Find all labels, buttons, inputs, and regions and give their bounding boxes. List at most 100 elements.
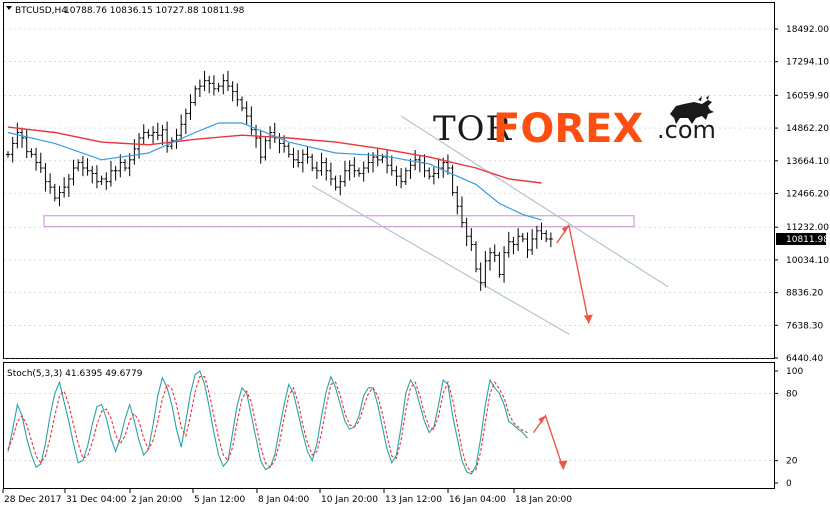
price-tick-label: 13664.10 bbox=[786, 157, 829, 167]
price-bar bbox=[399, 168, 404, 189]
price-bar bbox=[94, 165, 99, 189]
price-bar bbox=[488, 247, 493, 271]
price-bar bbox=[357, 167, 361, 177]
price-bar bbox=[492, 244, 497, 262]
price-bar bbox=[361, 161, 366, 182]
price-bar bbox=[108, 160, 113, 187]
price-bar bbox=[502, 246, 507, 283]
price-bar bbox=[263, 137, 268, 161]
price-bar bbox=[151, 125, 156, 144]
time-tick-label: 31 Dec 04:00 bbox=[66, 495, 127, 505]
price-bar bbox=[188, 94, 193, 120]
price-tick-label: 18492.00 bbox=[786, 25, 829, 35]
price-bar bbox=[464, 217, 469, 247]
price-bar bbox=[314, 161, 319, 179]
price-bar bbox=[183, 108, 188, 135]
price-bar bbox=[534, 225, 539, 249]
price-bar bbox=[211, 75, 216, 96]
symbol-label: BTCUSD,H4 bbox=[15, 6, 67, 16]
price-bar bbox=[375, 148, 380, 167]
price-bar bbox=[450, 164, 455, 196]
price-bar bbox=[338, 175, 343, 196]
price-bar bbox=[38, 152, 43, 173]
price-bar bbox=[202, 70, 207, 92]
price-bar bbox=[169, 137, 174, 150]
price-panel-frame bbox=[3, 2, 775, 359]
price-bar bbox=[123, 159, 127, 172]
stoch-tick-label: 0 bbox=[786, 479, 792, 489]
collapse-triangle-icon[interactable] bbox=[6, 6, 12, 10]
price-bar bbox=[548, 232, 553, 248]
price-tick-label: 10034.10 bbox=[786, 256, 829, 266]
price-tick-label: 8836.20 bbox=[786, 289, 823, 299]
price-grid bbox=[4, 28, 774, 359]
price-bar bbox=[207, 75, 212, 94]
price-bar bbox=[530, 229, 535, 255]
price-axis: 18492.00 17294.10 16059.90 14862.20 13664.10… bbox=[774, 25, 829, 364]
time-tick-label: 8 Jan 04:00 bbox=[258, 495, 310, 505]
price-bar bbox=[43, 163, 48, 192]
price-bar bbox=[249, 106, 254, 135]
stoch-panel-frame bbox=[3, 362, 775, 489]
price-bar bbox=[333, 175, 338, 191]
price-bar bbox=[394, 165, 399, 187]
price-bar bbox=[389, 155, 394, 176]
price-bar bbox=[165, 121, 170, 153]
price-bar bbox=[459, 196, 464, 228]
price-bar bbox=[408, 158, 413, 179]
price-bar bbox=[310, 153, 315, 172]
current-price-tag: 10811.98 bbox=[776, 232, 829, 245]
price-bar bbox=[291, 147, 296, 169]
time-tick-label: 13 Jan 12:00 bbox=[385, 495, 442, 505]
price-bar bbox=[520, 232, 525, 243]
stoch-main-line bbox=[7, 370, 528, 475]
forecast-arrowhead-up bbox=[561, 225, 569, 234]
price-bar bbox=[29, 148, 34, 158]
price-bar bbox=[66, 174, 71, 197]
time-tick-label: 16 Jan 04:00 bbox=[449, 495, 506, 505]
candles bbox=[6, 70, 553, 291]
price-bar bbox=[90, 165, 95, 184]
price-bar bbox=[431, 166, 436, 185]
price-bar bbox=[385, 150, 390, 174]
price-tick-label: 7638.30 bbox=[786, 321, 823, 331]
price-bar bbox=[80, 155, 85, 177]
price-bar bbox=[15, 122, 20, 149]
logo-text-com: .com bbox=[657, 116, 716, 144]
price-bar bbox=[62, 177, 67, 198]
price-bar bbox=[516, 228, 521, 251]
price-bar bbox=[216, 82, 221, 93]
price-bar bbox=[104, 172, 109, 190]
price-bar bbox=[511, 236, 516, 255]
price-bar bbox=[305, 146, 310, 164]
moving-averages bbox=[7, 122, 542, 221]
price-bar bbox=[57, 186, 62, 207]
time-tick-label: 10 Jan 20:00 bbox=[321, 495, 378, 505]
symbol-header: BTCUSD,H4 10788.76 10836.15 10727.88 108… bbox=[6, 6, 245, 16]
price-bar bbox=[352, 157, 357, 178]
price-bar bbox=[506, 231, 511, 258]
price-bar bbox=[244, 101, 249, 125]
price-bar bbox=[160, 124, 165, 146]
price-bar bbox=[455, 186, 460, 215]
price-bar bbox=[76, 159, 81, 172]
price-bar bbox=[127, 153, 132, 177]
price-bar bbox=[272, 122, 277, 143]
time-axis: 28 Dec 2017 31 Dec 04:00 2 Jan 20:00 5 Jan … bbox=[2, 489, 572, 505]
price-bar bbox=[525, 232, 530, 259]
current-price-label: 10811.98 bbox=[786, 235, 829, 245]
price-bar bbox=[99, 175, 104, 185]
forecast-arrowhead-down bbox=[583, 314, 593, 324]
price-bar bbox=[413, 149, 418, 171]
price-bar bbox=[544, 230, 549, 243]
time-tick-label: 28 Dec 2017 bbox=[4, 495, 62, 505]
logo-text-forex: FOREX bbox=[493, 106, 643, 152]
ma-slow-line bbox=[7, 126, 542, 184]
price-bar bbox=[474, 241, 478, 273]
stoch-tick-label: 20 bbox=[786, 457, 798, 467]
price-bar bbox=[483, 250, 488, 288]
price-tick-label: 11232.00 bbox=[786, 223, 829, 233]
stoch-tick-label: 80 bbox=[786, 389, 798, 399]
